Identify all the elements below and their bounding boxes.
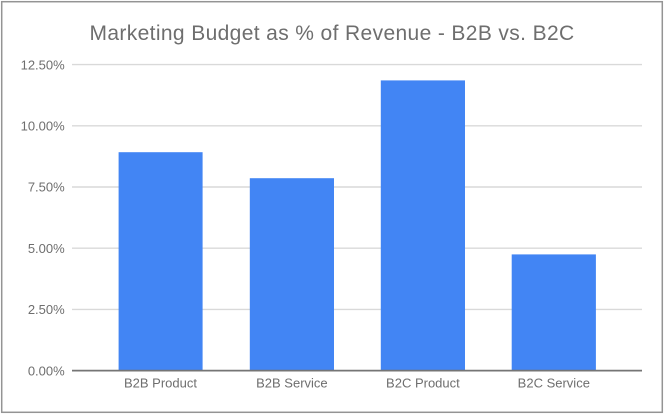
svg-text:B2B Product: B2B Product [124, 375, 197, 390]
svg-text:7.50%: 7.50% [28, 180, 65, 195]
svg-text:B2B Service: B2B Service [256, 375, 328, 390]
svg-text:Marketing Budget as % of Reven: Marketing Budget as % of Revenue - B2B v… [89, 22, 574, 45]
svg-text:5.00%: 5.00% [28, 241, 65, 256]
svg-text:B2C Service: B2C Service [518, 375, 590, 390]
svg-text:0.00%: 0.00% [28, 363, 65, 378]
svg-text:B2C Product: B2C Product [386, 375, 460, 390]
svg-text:2.50%: 2.50% [28, 302, 65, 317]
svg-text:10.00%: 10.00% [21, 119, 66, 134]
svg-text:12.50%: 12.50% [21, 57, 66, 72]
